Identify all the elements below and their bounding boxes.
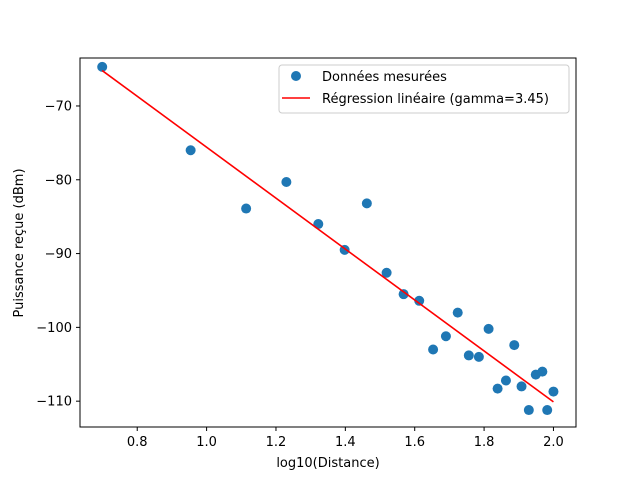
legend-marker-measured — [291, 71, 301, 81]
scatter-point — [509, 340, 520, 351]
scatter-point — [473, 351, 484, 362]
scatter-point — [452, 307, 463, 318]
scatter-point — [97, 61, 108, 72]
x-axis: 0.8 1.0 1.2 1.4 1.6 1.8 2.0 — [127, 427, 564, 450]
scatter-point — [361, 198, 372, 209]
x-axis-title: log10(Distance) — [276, 456, 379, 471]
y-axis-title: Puissance reçue (dBm) — [12, 168, 27, 317]
scatter-point — [381, 267, 392, 278]
scatter-point — [398, 289, 409, 300]
scatter-point — [537, 366, 548, 377]
legend: Données mesurées Régression linéaire (ga… — [278, 64, 570, 114]
legend-label-measured: Données mesurées — [322, 70, 447, 85]
y-axis: −110 −100 −90 −80 −70 — [36, 99, 80, 410]
scatter-point — [516, 381, 527, 392]
scatter-point — [241, 203, 252, 214]
y-tick-label: −100 — [36, 321, 72, 336]
scatter-point — [523, 405, 534, 416]
scatter-point — [500, 375, 511, 386]
x-tick-label: 1.6 — [404, 435, 425, 450]
x-tick-label: 1.4 — [335, 435, 356, 450]
scatter-point — [492, 383, 503, 394]
scatter-point — [440, 331, 451, 342]
x-tick-label: 2.0 — [543, 435, 564, 450]
y-tick-label: −70 — [45, 99, 72, 114]
y-tick-label: −110 — [36, 395, 72, 410]
chart-marks — [97, 61, 559, 416]
legend-label-regression: Régression linéaire (gamma=3.45) — [322, 92, 549, 107]
plot-frame — [79, 57, 577, 428]
scatter-point — [463, 350, 474, 361]
scatter-point — [281, 176, 292, 187]
scatter-point — [483, 323, 494, 334]
scatter-point — [185, 145, 196, 156]
legend-frame — [278, 64, 570, 114]
x-tick-label: 1.8 — [474, 435, 495, 450]
x-tick-label: 1.2 — [266, 435, 287, 450]
plot-area — [80, 58, 576, 427]
scatter-point — [548, 386, 559, 397]
y-tick-label: −90 — [45, 247, 72, 262]
scatter-point — [542, 405, 553, 416]
scatter-point — [428, 344, 439, 355]
scatter-point — [414, 295, 425, 306]
y-tick-label: −80 — [45, 173, 72, 188]
x-tick-label: 1.0 — [196, 435, 217, 450]
x-tick-label: 0.8 — [127, 435, 148, 450]
regression-line — [101, 69, 554, 403]
